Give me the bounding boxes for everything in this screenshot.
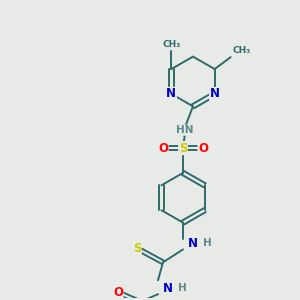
Text: N: N	[188, 237, 198, 250]
Text: H: H	[178, 283, 187, 293]
Text: N: N	[163, 282, 173, 295]
Text: HN: HN	[176, 125, 194, 135]
Text: N: N	[166, 87, 176, 101]
Text: O: O	[198, 142, 208, 154]
Text: N: N	[210, 87, 220, 101]
Text: O: O	[113, 286, 123, 299]
Text: CH₃: CH₃	[162, 40, 181, 49]
Text: S: S	[133, 242, 141, 255]
Text: O: O	[158, 142, 168, 154]
Text: H: H	[203, 238, 212, 248]
Text: CH₃: CH₃	[233, 46, 251, 55]
Text: S: S	[179, 142, 187, 154]
